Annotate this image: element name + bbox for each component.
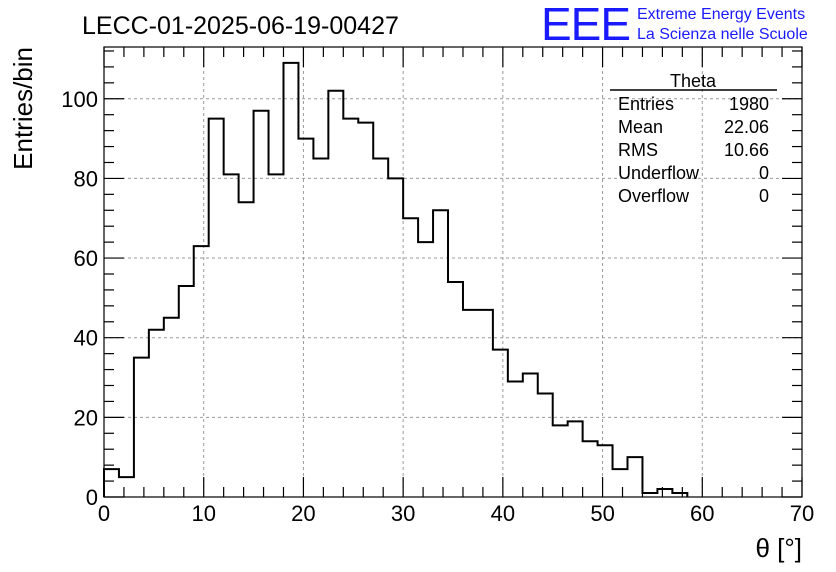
histogram-bin (104, 469, 119, 497)
stats-value-entries: 1980 (729, 94, 769, 114)
grid-lines (104, 47, 802, 497)
x-tick-label: 30 (391, 501, 415, 526)
stats-label-entries: Entries (618, 94, 674, 114)
logo-mark: EEE (541, 0, 630, 50)
histogram-bin (613, 469, 628, 497)
histogram-bin (313, 159, 328, 497)
histogram-bin (433, 210, 448, 497)
histogram-bin (209, 119, 224, 497)
histogram-bin (119, 477, 134, 497)
axis-ticks (103, 47, 803, 498)
histogram-bin (657, 489, 672, 497)
x-tick-label: 10 (191, 501, 215, 526)
histogram-bin (568, 421, 583, 497)
y-tick-label: 40 (74, 326, 98, 351)
x-tick-label: 20 (291, 501, 315, 526)
stats-value-overflow: 0 (759, 186, 769, 206)
y-axis-label: Entries/bin (8, 47, 38, 170)
y-tick-label: 80 (74, 166, 98, 191)
histogram-bars (104, 63, 687, 497)
histogram-bin (508, 382, 523, 497)
histogram-bin (448, 282, 463, 497)
histogram-bin (523, 374, 538, 497)
logo-line-1: Extreme Energy Events (637, 6, 805, 23)
stats-label-underflow: Underflow (618, 163, 700, 183)
y-tick-label: 0 (86, 485, 98, 510)
histogram-bin (583, 441, 598, 497)
plot-frame (103, 46, 803, 498)
histogram-bin (194, 246, 209, 497)
histogram-bin (628, 457, 643, 497)
x-axis-label: θ [°] (755, 533, 802, 563)
y-tick-label: 20 (74, 405, 98, 430)
eee-logo: EEE Extreme Energy Events La Scienza nel… (541, 0, 808, 50)
stats-value-underflow: 0 (759, 163, 769, 183)
stats-label-mean: Mean (618, 117, 663, 137)
histogram-bin (418, 242, 433, 497)
stats-title: Theta (670, 71, 717, 91)
histogram-bin (283, 63, 298, 497)
histogram-bin (373, 159, 388, 497)
histogram-bin (134, 358, 149, 497)
histogram-bin (149, 330, 164, 497)
x-tick-label: 50 (590, 501, 614, 526)
histogram-bin (598, 445, 613, 497)
histogram-bin (179, 286, 194, 497)
histogram-bin (164, 318, 179, 497)
stats-value-rms: 10.66 (724, 140, 769, 160)
x-tick-label: 0 (98, 501, 110, 526)
histogram-outline (103, 61, 689, 497)
histogram-bin (403, 218, 418, 497)
histogram-bin (224, 174, 239, 497)
stats-label-rms: RMS (618, 140, 658, 160)
histogram-bin (328, 91, 343, 497)
stats-label-overflow: Overflow (618, 186, 690, 206)
logo-line-2: La Scienza nelle Scuole (637, 26, 808, 43)
stats-box: Theta Entries 1980 Mean 22.06 RMS 10.66 … (610, 71, 777, 206)
x-tick-label: 60 (690, 501, 714, 526)
histogram-bin (298, 139, 313, 497)
histogram-bin (239, 202, 254, 497)
histogram-bin (343, 119, 358, 497)
chart-title: LECC-01-2025-06-19-00427 (82, 12, 399, 40)
histogram-bin (538, 393, 553, 497)
y-tick-label: 100 (61, 87, 98, 112)
tick-labels: 0 10 20 30 40 50 60 70 0 20 40 60 80 100 (61, 87, 814, 526)
stats-value-mean: 22.06 (724, 117, 769, 137)
x-tick-label: 40 (491, 501, 515, 526)
histogram-bin (269, 174, 284, 497)
histogram-bin (254, 111, 269, 497)
y-tick-label: 60 (74, 246, 98, 271)
histogram-bin (553, 425, 568, 497)
x-tick-label: 70 (790, 501, 814, 526)
histogram-bin (493, 350, 508, 497)
